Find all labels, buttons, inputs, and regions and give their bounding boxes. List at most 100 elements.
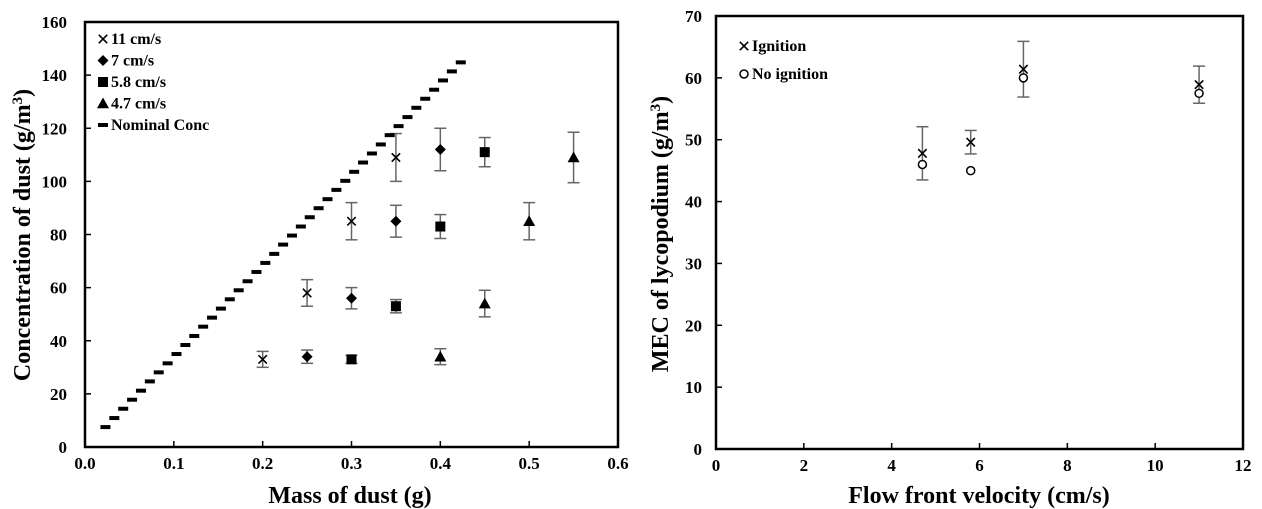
y-tick-label: 70 [685, 7, 702, 26]
legend-label-5-8-cm-s: 5.8 cm/s [111, 74, 166, 91]
data-point-nominal-conc [144, 379, 155, 384]
data-point-ignition [917, 148, 928, 159]
legend-marker-4-7-cm-s [97, 97, 109, 109]
data-point-nominal-conc [402, 115, 413, 120]
x-tick-label: 0.3 [341, 454, 362, 473]
data-point-nominal-conc [286, 233, 297, 238]
data-point-ignition [965, 137, 976, 147]
data-point-7-cm-s [434, 144, 446, 155]
x-tick-label: 0.0 [74, 454, 95, 473]
plot-area-right [714, 14, 1245, 451]
series-7-cm-s [301, 127, 447, 365]
series-nominal-conc [100, 60, 466, 430]
y-axis-title-right: MEC of lycopodium (g/m3) [648, 96, 674, 372]
y-tick-label: 30 [685, 254, 702, 273]
legend-label-7-cm-s: 7 cm/s [111, 53, 154, 70]
data-point-nominal-conc [118, 406, 129, 411]
y-tick-label: 20 [685, 316, 702, 335]
data-point-ignition [1194, 79, 1204, 90]
y-tick-label: 160 [42, 13, 68, 32]
data-point-nominal-conc [437, 78, 448, 83]
data-point-nominal-conc [375, 142, 386, 147]
y-tick-label: 10 [685, 378, 702, 397]
data-point-nominal-conc [198, 324, 209, 329]
x-axis-right: 0 2 4 6 8 10 12 [712, 443, 1252, 475]
legend-marker-5-8-cm-s [98, 77, 108, 87]
x-tick-label: 0.6 [607, 454, 628, 473]
series-4-7-cm-s [434, 131, 580, 366]
legend-marker-ignition [739, 41, 749, 51]
data-point-nominal-conc [171, 352, 182, 357]
legend-marker-11-cm-s [98, 34, 108, 44]
legend-marker-7-cm-s [97, 55, 109, 66]
legend-label-no-ignition: No ignition [752, 66, 828, 83]
data-point-nominal-conc [429, 87, 440, 92]
x-axis-left: 0.0 0.1 0.2 0.3 0.4 0.5 0.6 [74, 441, 629, 473]
data-point-nominal-conc [127, 397, 138, 402]
data-point-nominal-conc [207, 315, 218, 320]
data-point-no-ignition [1194, 88, 1204, 99]
x-tick-label: 12 [1235, 456, 1252, 475]
data-point-nominal-conc [242, 279, 253, 284]
y-tick-label: 0 [694, 440, 703, 459]
y-axis-left: 0 20 40 60 80 100 120 140 160 [42, 13, 91, 457]
legend-marker-nominal-conc [98, 123, 108, 127]
data-point-11-cm-s [391, 152, 401, 163]
data-point-7-cm-s [346, 292, 357, 304]
data-point-nominal-conc [295, 224, 306, 229]
x-axis-title-right: Flow front velocity (cm/s) [848, 483, 1109, 509]
data-point-nominal-conc [278, 242, 289, 247]
data-point-nominal-conc [153, 370, 164, 375]
y-tick-label: 50 [685, 131, 702, 150]
x-tick-label: 2 [800, 456, 809, 475]
series-11-cm-s [256, 132, 402, 369]
x-tick-label: 10 [1147, 456, 1164, 475]
data-point-4-7-cm-s [523, 215, 536, 227]
data-point-nominal-conc [322, 197, 333, 202]
data-point-no-ignition [965, 165, 976, 176]
data-point-nominal-conc [384, 133, 395, 138]
data-point-nominal-conc [331, 187, 342, 192]
data-point-7-cm-s [301, 351, 313, 363]
y-tick-label: 40 [685, 193, 702, 212]
data-point-4-7-cm-s [478, 297, 491, 309]
legend-label-11-cm-s: 11 cm/s [111, 31, 161, 48]
series-ignition [916, 40, 1206, 181]
data-point-ignition [1018, 64, 1029, 74]
data-point-nominal-conc [224, 297, 235, 302]
data-point-no-ignition [1018, 73, 1029, 83]
y-tick-label: 20 [50, 385, 67, 404]
y-tick-label: 120 [42, 119, 68, 138]
chart-mec-vs-velocity: 0 10 20 30 40 50 60 70 0 2 4 6 8 10 12 Ignition No ign… [648, 7, 1252, 509]
y-tick-label: 60 [50, 279, 67, 298]
x-tick-label: 0.4 [430, 454, 452, 473]
data-point-nominal-conc [251, 269, 262, 274]
data-point-nominal-conc [215, 306, 226, 311]
data-point-nominal-conc [349, 169, 360, 174]
data-point-5-8-cm-s [346, 354, 357, 365]
data-point-4-7-cm-s [567, 151, 580, 163]
y-tick-label: 40 [50, 332, 67, 351]
data-point-nominal-conc [446, 69, 457, 74]
data-point-no-ignition [917, 159, 928, 170]
x-tick-label: 4 [887, 456, 896, 475]
data-point-7-cm-s [390, 215, 402, 227]
data-point-nominal-conc [162, 361, 173, 366]
legend-label-ignition: Ignition [752, 38, 806, 55]
data-point-nominal-conc [358, 160, 369, 165]
data-point-nominal-conc [180, 343, 191, 347]
x-tick-label: 0.1 [163, 454, 184, 473]
data-point-11-cm-s [257, 354, 268, 365]
data-point-5-8-cm-s [435, 221, 446, 232]
y-tick-label: 60 [685, 69, 702, 88]
legend-marker-no-ignition [739, 69, 749, 79]
data-point-nominal-conc [313, 206, 324, 211]
data-point-nominal-conc [420, 96, 431, 101]
y-axis-right: 0 10 20 30 40 50 60 70 [685, 7, 722, 459]
data-marks-right [916, 40, 1206, 181]
legend-label-nominal-conc: Nominal Conc [111, 117, 209, 134]
series-no-ignition [917, 73, 1204, 176]
data-point-nominal-conc [260, 260, 271, 265]
series-5-8-cm-s [345, 136, 491, 365]
data-point-nominal-conc [304, 215, 315, 220]
